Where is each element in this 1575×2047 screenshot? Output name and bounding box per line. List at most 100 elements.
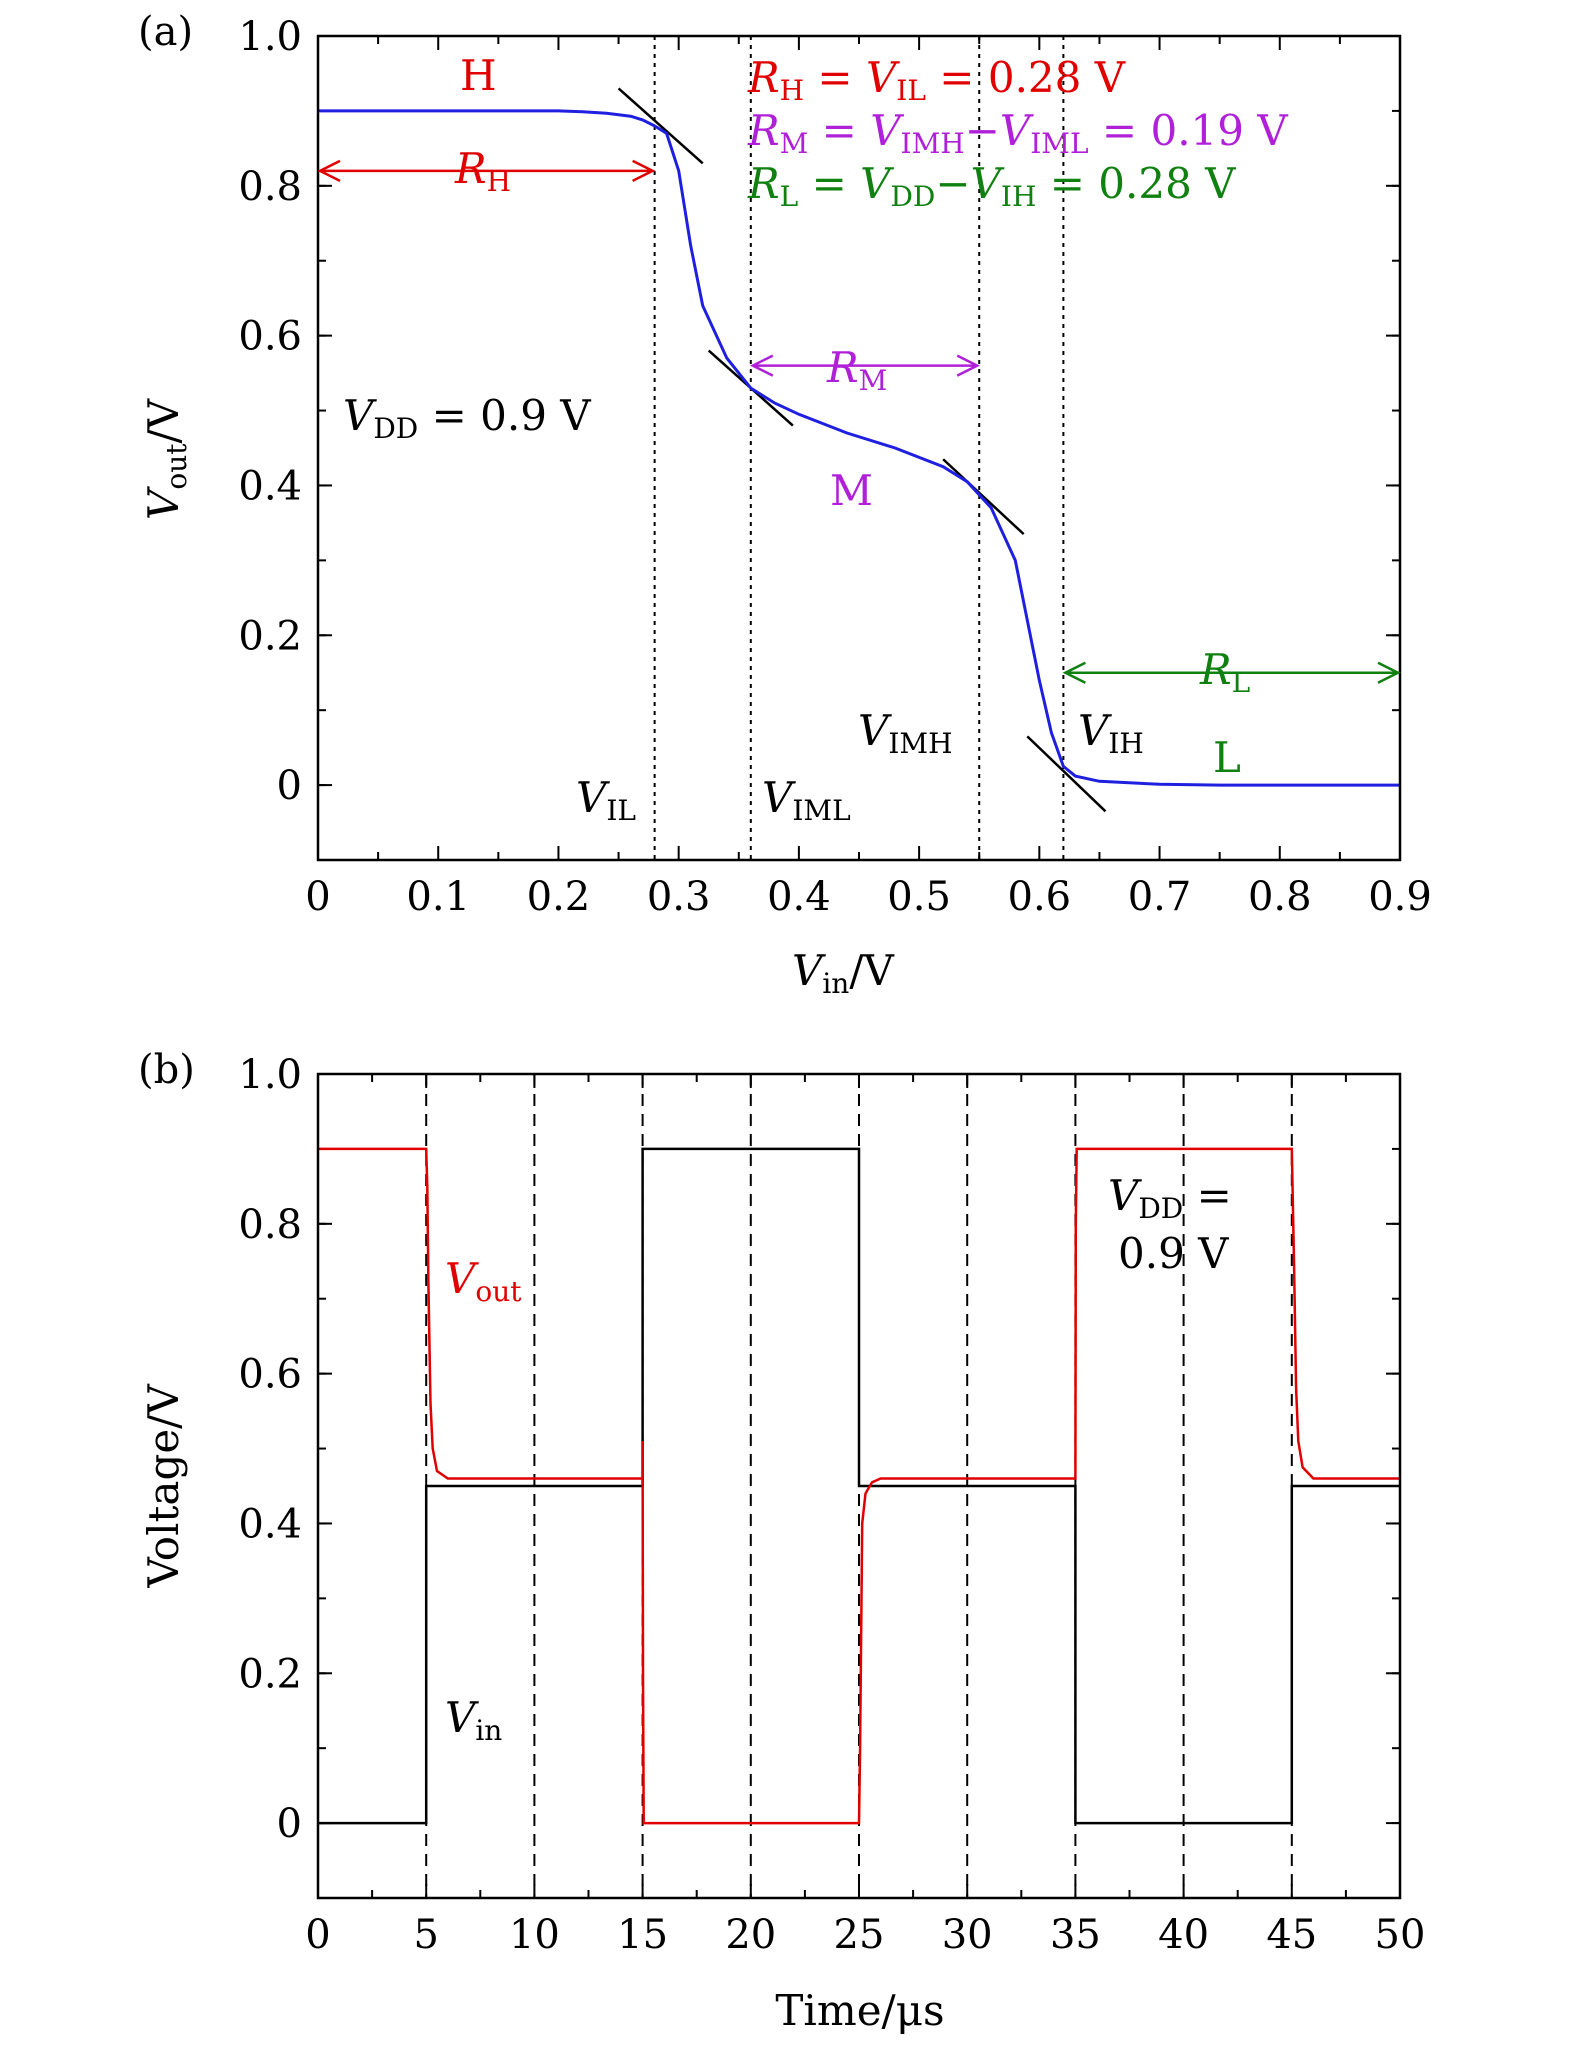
equation-rm: RM = VIMH−VIML = 0.19 V <box>747 106 1288 160</box>
vout-var: V <box>445 1254 479 1303</box>
x-tick-label: 0.3 <box>647 874 711 920</box>
eq2-rest: = 0.19 V <box>1089 106 1289 155</box>
x-tick-label: 0.4 <box>767 874 831 920</box>
x-tick-label: 0 <box>305 1912 330 1958</box>
rl-label: RL <box>1199 645 1250 699</box>
x-tick-label: 0.9 <box>1368 874 1432 920</box>
eq3-s2: DD <box>890 180 935 213</box>
arrow-head-left <box>750 354 774 377</box>
eq2-v1: R <box>747 106 780 155</box>
y-tick-label: 0.2 <box>238 1651 302 1697</box>
vih-sub: IH <box>1108 727 1143 760</box>
panel-a-range-arrows <box>317 159 1401 684</box>
x-tick-label: 25 <box>834 1912 885 1958</box>
vin-sub: in <box>475 1714 502 1747</box>
vin-pulse-series <box>318 1147 1400 1825</box>
x-tick-label: 45 <box>1266 1912 1317 1958</box>
region-l-label: L <box>1213 733 1241 782</box>
arrow-head-right <box>632 159 656 182</box>
region-h-label: H <box>460 51 497 100</box>
rm-sub: M <box>859 364 888 397</box>
eq1-v1: R <box>747 53 780 102</box>
eq2-s3: IML <box>1030 127 1088 160</box>
y-tick-label: 0.6 <box>238 1352 302 1398</box>
panel-b-y-axis-label: Voltage/V <box>139 1384 188 1589</box>
vout-series-label: Vout <box>445 1254 522 1308</box>
y-tick-label: 0.8 <box>238 164 302 210</box>
y-tick-label: 1.0 <box>238 1052 302 1098</box>
arrow-head-right <box>1377 661 1401 684</box>
vih-var: V <box>1078 706 1112 755</box>
vih-label: VIH <box>1078 706 1144 760</box>
eq3-rest: = 0.28 V <box>1036 159 1236 208</box>
viml-var: V <box>762 773 796 822</box>
y-label-var: V <box>139 486 188 520</box>
eq1-s2: IL <box>896 74 926 107</box>
y-tick-label: 0.8 <box>238 1202 302 1248</box>
eq2-v3: V <box>1000 106 1034 155</box>
rl-sub: L <box>1232 666 1251 699</box>
tangent-line <box>942 458 1025 536</box>
x-label-var: V <box>792 946 826 995</box>
tangent-line <box>1026 735 1107 813</box>
vin-series-label: Vin <box>445 1693 502 1747</box>
eq2-v2: V <box>870 106 904 155</box>
y-tick-label: 0.6 <box>238 314 302 360</box>
rh-label: RH <box>454 144 511 198</box>
vout-transfer-curve <box>318 109 1400 787</box>
x-tick-label: 0 <box>305 874 330 920</box>
panel-b-x-axis-label: Time/μs <box>775 1986 944 2035</box>
panel-a-y-axis-label: Vout/V <box>139 398 193 520</box>
panel-a-reference-lines <box>653 36 1065 860</box>
x-tick-label: 0.5 <box>887 874 951 920</box>
eq2-mid2: − <box>965 106 1000 155</box>
eq3-mid2: − <box>935 159 970 208</box>
rm-var: R <box>826 343 859 392</box>
y-tick-label: 0 <box>277 1801 302 1847</box>
eq3-s3: IH <box>1001 180 1036 213</box>
b-vdd-var: V <box>1108 1171 1142 1220</box>
viml-label: VIML <box>762 773 851 827</box>
panel-b-vdd-label-line2: 0.9 V <box>1118 1229 1229 1278</box>
panel-a-plot-frame <box>316 34 1402 862</box>
eq3-s1: L <box>780 180 799 213</box>
rh-sub: H <box>487 165 511 198</box>
eq1-s1: H <box>780 74 804 107</box>
panel-b-label: (b) <box>138 1047 195 1093</box>
vimh-sub: IMH <box>888 727 952 760</box>
eq3-v1: R <box>747 159 780 208</box>
rh-var: R <box>454 144 487 193</box>
vimh-label: VIMH <box>858 706 953 760</box>
vdd-rest: = 0.9 V <box>418 391 591 440</box>
panel-a-x-axis-label: Vin/V <box>792 946 894 1000</box>
panel-a-tangent-lines <box>617 87 1107 813</box>
arrow-head-right <box>956 354 981 377</box>
eq3-v3: V <box>971 159 1005 208</box>
x-label-sub: in <box>822 967 849 1000</box>
arrow-rh <box>317 159 656 182</box>
eq1-mid: = <box>804 53 866 102</box>
x-tick-label: 0.7 <box>1128 874 1192 920</box>
x-tick-label: 20 <box>725 1912 776 1958</box>
y-tick-label: 0 <box>277 763 302 809</box>
x-label-unit: /V <box>849 946 894 995</box>
x-tick-label: 0.2 <box>527 874 591 920</box>
x-tick-label: 0.8 <box>1248 874 1312 920</box>
vimh-var: V <box>858 706 892 755</box>
y-label-sub: out <box>160 443 193 490</box>
b-vdd-sub: DD <box>1138 1192 1183 1225</box>
vil-label: VIL <box>576 773 636 827</box>
x-tick-label: 30 <box>942 1912 993 1958</box>
x-tick-label: 50 <box>1375 1912 1426 1958</box>
eq2-mid: = <box>808 106 870 155</box>
panel-a-vdd-label: VDD = 0.9 V <box>343 391 591 445</box>
x-tick-label: 40 <box>1158 1912 1209 1958</box>
vil-sub: IL <box>606 794 636 827</box>
panel-b-plot-frame <box>316 1072 1402 1900</box>
b-vdd-rest: = <box>1183 1171 1232 1220</box>
x-tick-label: 10 <box>509 1912 560 1958</box>
panel-a: (a) 0 0.1 0.2 0.3 0.4 0.5 0.6 0.7 0.8 0.900.20.40… <box>138 9 1432 1000</box>
panel-b-tick-labels: 0 5 10 15 20 25 30 35 40 45 50 0 0.2 0.4 0.6 0.8 1.0 <box>238 1052 1425 1958</box>
rm-label: RM <box>826 343 887 397</box>
